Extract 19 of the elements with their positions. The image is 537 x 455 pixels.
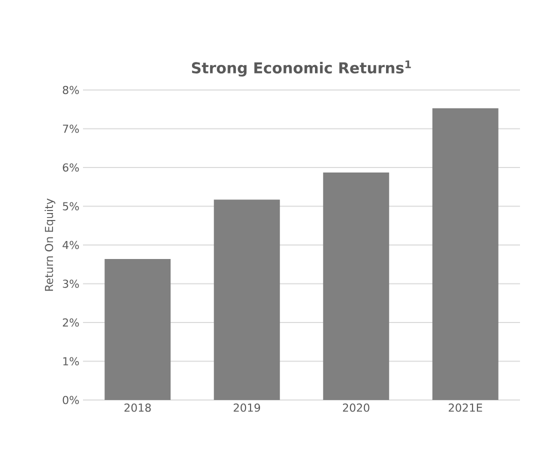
y-tick-label: 8% xyxy=(62,86,79,94)
bar xyxy=(214,200,280,400)
y-tick-label: 0% xyxy=(62,396,79,404)
x-tick-label: 2020 xyxy=(342,404,370,412)
y-tick-label: 1% xyxy=(63,357,79,366)
bar xyxy=(104,258,171,400)
y-tick-label: 3% xyxy=(62,280,79,288)
x-tick-label: 2019 xyxy=(234,404,260,412)
chart-title: Strong Economic Returns$^{1}$ xyxy=(192,60,411,76)
y-tick-label: 4% xyxy=(62,240,79,250)
y-axis-title: Return On Equity xyxy=(44,198,56,291)
y-tick-label: 5% xyxy=(62,202,79,210)
y-tick-label: 2% xyxy=(62,318,79,327)
y-tick-label: 6% xyxy=(62,163,79,172)
bar xyxy=(323,172,390,400)
y-tick-label: 7% xyxy=(63,124,79,133)
x-tick-label: 2021E xyxy=(448,404,482,412)
bar xyxy=(432,108,498,400)
x-tick-label: 2018 xyxy=(124,404,151,412)
